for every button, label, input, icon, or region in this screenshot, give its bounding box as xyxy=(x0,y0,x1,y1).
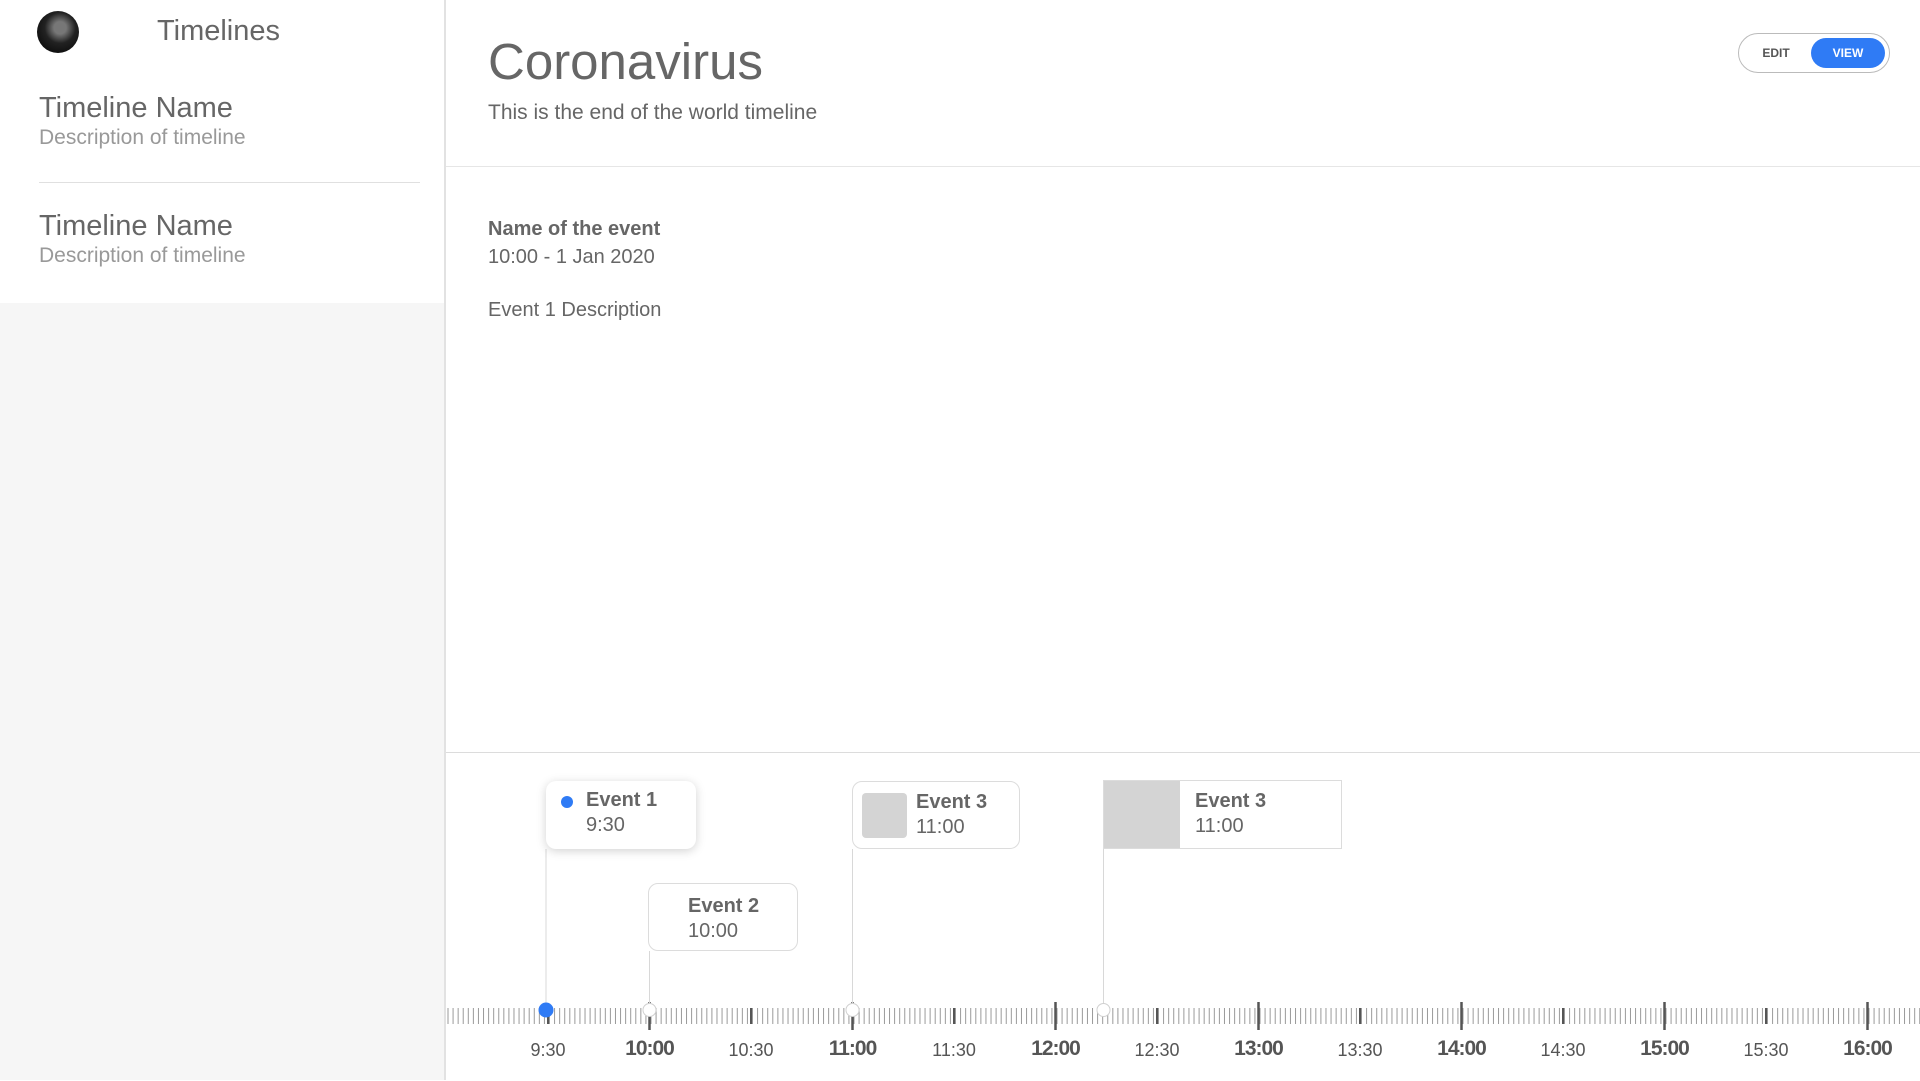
event-title: Event 3 xyxy=(916,791,988,813)
tick-label: 14:30 xyxy=(1540,1040,1585,1060)
tick-label: 12:30 xyxy=(1134,1040,1179,1060)
event-card-1[interactable]: Event 1 9:30 xyxy=(546,781,696,849)
event-thumbnail xyxy=(1104,781,1180,848)
sidebar-list: Timelines Timeline Name Description of t… xyxy=(0,0,444,303)
event-time: 11:00 xyxy=(1195,815,1244,837)
event-time: 10:00 xyxy=(688,920,739,942)
sidebar-item-timeline-2[interactable]: Timeline Name Description of timeline xyxy=(39,210,419,269)
event-title: Event 3 xyxy=(1195,790,1267,812)
tick-label: 16:00 xyxy=(1843,1037,1892,1060)
tick-label: 11:00 xyxy=(829,1037,877,1060)
event-card-4[interactable]: Event 3 11:00 xyxy=(1103,780,1342,849)
event-marker-active xyxy=(538,1002,554,1018)
tick-label: 15:30 xyxy=(1743,1040,1788,1060)
tick-label: 11:30 xyxy=(932,1040,976,1060)
tick-label: 10:00 xyxy=(625,1037,674,1060)
event-description: Event 1 Description xyxy=(488,299,662,321)
divider xyxy=(39,182,420,183)
tick-label: 9:30 xyxy=(530,1040,565,1060)
event-time: 11:00 xyxy=(916,816,965,838)
event-thumbnail xyxy=(862,793,907,838)
event-card-3[interactable]: Event 3 11:00 xyxy=(852,781,1020,849)
selected-dot-icon xyxy=(561,796,573,808)
event-title: Event 1 xyxy=(586,789,658,811)
page-title: Coronavirus xyxy=(488,33,763,90)
event-datetime: 10:00 - 1 Jan 2020 xyxy=(488,246,655,268)
sidebar-item-timeline-1[interactable]: Timeline Name Description of timeline xyxy=(39,92,419,151)
mode-toggle[interactable]: EDIT VIEW xyxy=(1738,33,1890,73)
event-title: Event 2 xyxy=(688,895,760,917)
tick-label: 10:30 xyxy=(728,1040,773,1060)
timeline-name: Timeline Name xyxy=(39,210,233,242)
event-time: 9:30 xyxy=(586,814,625,836)
timeline-name: Timeline Name xyxy=(39,92,233,124)
event-card-2[interactable]: Event 2 10:00 xyxy=(648,883,798,951)
event-name: Name of the event xyxy=(488,218,661,240)
timeline-description: Description of timeline xyxy=(39,126,246,149)
sidebar-title: Timelines xyxy=(157,15,281,47)
tick-label: 15:00 xyxy=(1640,1037,1689,1060)
sidebar: Timelines Timeline Name Description of t… xyxy=(0,0,446,1080)
timeline-axis: 9:30 10:00 10:30 11:00 11:30 12:00 12:30 13:00 1… xyxy=(447,849,1920,1060)
view-mode-button[interactable]: VIEW xyxy=(1811,38,1885,68)
timeline-description: Description of timeline xyxy=(39,244,246,267)
avatar[interactable] xyxy=(37,11,79,53)
event-marker xyxy=(845,1003,860,1017)
event-marker xyxy=(1096,1003,1111,1017)
tick-label: 13:30 xyxy=(1337,1040,1382,1060)
event-marker xyxy=(642,1003,657,1017)
tick-label: 14:00 xyxy=(1437,1037,1486,1060)
tick-label: 12:00 xyxy=(1031,1037,1080,1060)
tick-label: 13:00 xyxy=(1234,1037,1283,1060)
header: Coronavirus This is the end of the world… xyxy=(446,0,1920,167)
page-subtitle: This is the end of the world timeline xyxy=(488,101,818,124)
timeline-panel: 9:30 10:00 10:30 11:00 11:30 12:00 12:30 13:00 1… xyxy=(446,752,1920,1081)
edit-mode-button[interactable]: EDIT xyxy=(1762,46,1790,60)
